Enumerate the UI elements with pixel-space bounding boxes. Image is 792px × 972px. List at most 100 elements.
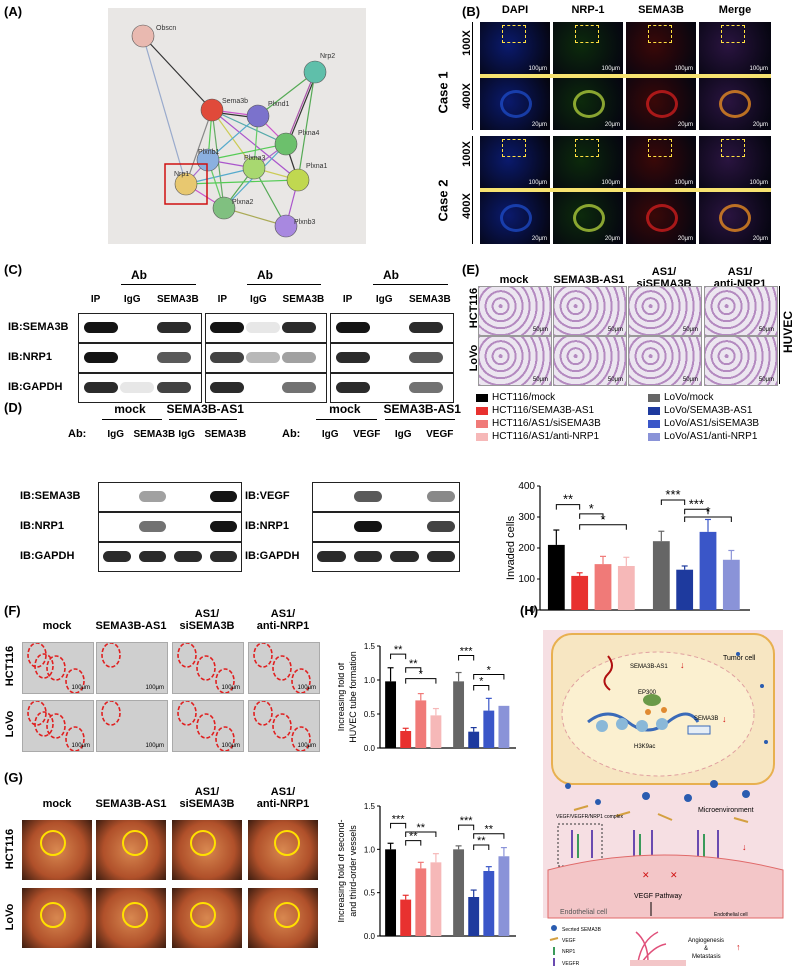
sema3b-gene-label: SEMA3B <box>694 716 718 722</box>
svg-text:✕: ✕ <box>670 870 678 880</box>
blot-strip <box>312 542 460 572</box>
svg-text:&: & <box>704 946 708 952</box>
significance-label: ** <box>477 835 486 847</box>
tube-image: 100μm <box>22 642 94 694</box>
significance-bracket <box>405 840 422 846</box>
significance-bracket <box>473 674 505 680</box>
significance-bracket <box>555 504 581 510</box>
transwell-image: 50μm <box>704 286 778 336</box>
y-axis-label: Increasing fold of second-and third-orde… <box>338 819 358 922</box>
significance-bracket <box>473 844 490 850</box>
lane-label: VEGF <box>353 429 381 440</box>
transwell-image: 50μm <box>704 336 778 386</box>
blot-strip <box>312 512 460 542</box>
row-label: LoVo <box>4 903 16 931</box>
significance-label: ** <box>409 658 418 670</box>
cam-image <box>248 888 318 948</box>
significance-bracket <box>579 524 627 530</box>
significance-bracket <box>390 822 407 829</box>
group-sema3b-as1: SEMA3B-AS1 <box>383 402 461 416</box>
blot-strip <box>330 313 454 343</box>
panel-label-f: (F) <box>4 603 21 618</box>
blot-strip <box>78 313 202 343</box>
blot-strip <box>78 373 202 403</box>
transwell-image: 50μm <box>628 336 702 386</box>
significance-bracket <box>684 508 709 515</box>
ib-row-label: IB:GAPDH <box>20 550 75 562</box>
significance-label: ** <box>563 492 573 507</box>
transwell-image: 50μm <box>478 336 552 386</box>
lane-label: IP <box>342 294 353 305</box>
significance-bracket <box>405 667 422 673</box>
node-plxna1: Plxna1 <box>306 163 328 170</box>
bar <box>468 731 480 748</box>
blot-strip <box>205 343 327 373</box>
bar <box>415 700 427 748</box>
chart-tube-formation: 0.0 0.5 1.0 1.5 Increasing fold of HUVEC tube… <box>338 642 516 753</box>
blot-strip <box>330 343 454 373</box>
lane-label: SEMA3B <box>133 429 176 440</box>
col-header: mock <box>42 798 72 810</box>
legend-swatch <box>648 420 660 428</box>
transwell-image: 50μm <box>553 336 627 386</box>
col-header: AS1/siSEMA3B <box>179 786 235 810</box>
if-image: 100μm <box>626 22 696 74</box>
cam-image <box>22 820 92 880</box>
bar <box>652 541 670 610</box>
if-image: 20μm <box>626 78 696 130</box>
panel-label-b: (B) <box>462 4 481 19</box>
blot-strip <box>78 343 202 373</box>
chart-vessels: 0.0 0.5 1.0 1.5 Increasing fold of second-an… <box>338 802 516 941</box>
transwell-image: 50μm <box>478 286 552 336</box>
significance-bracket <box>405 678 437 684</box>
bar <box>453 681 465 748</box>
lane-label: IgG <box>394 429 412 440</box>
significance-bracket <box>405 831 437 837</box>
significance-bracket <box>473 684 490 691</box>
legend-swatch <box>476 433 488 441</box>
legend-swatch <box>476 394 488 402</box>
significance-bracket <box>684 516 732 522</box>
legend-label: LoVo/AS1/siSEMA3B <box>664 418 760 429</box>
ib-row-label: IB:NRP1 <box>8 351 53 363</box>
cam-image <box>172 820 242 880</box>
significance-label: * <box>479 675 484 687</box>
bar <box>400 899 412 936</box>
panel-label-e: (E) <box>462 262 480 277</box>
significance-bracket <box>390 653 407 660</box>
legend-label: LoVo/AS1/anti-NRP1 <box>664 431 758 442</box>
if-image: 20μm <box>626 192 696 244</box>
group-sema3b-as1: SEMA3B-AS1 <box>166 402 244 416</box>
bar <box>400 731 412 748</box>
svg-text:↓: ↓ <box>742 842 747 852</box>
significance-label: *** <box>460 815 474 827</box>
tube-image: 100μm <box>96 700 168 752</box>
significance-bracket <box>458 655 475 661</box>
transwell-image: 50μm <box>628 286 702 336</box>
legend-label: HCT116/mock <box>492 392 556 403</box>
blot-strip <box>205 313 327 343</box>
legend-label: HCT116/SEMA3B-AS1 <box>492 405 595 416</box>
col-header: mock <box>42 620 72 632</box>
significance-label: * <box>600 512 605 527</box>
bar <box>722 559 740 610</box>
legend-label: HCT116/AS1/siSEMA3B <box>492 418 601 429</box>
significance-label: * <box>589 501 594 516</box>
lane-label: IgG <box>375 294 393 305</box>
ib-row-label: IB:GAPDH <box>245 550 300 562</box>
significance-label: *** <box>689 496 704 511</box>
h3k9ac-label: H3K9ac <box>634 744 655 750</box>
y-tick-label: 1.5 <box>364 642 376 651</box>
svg-text:↓: ↓ <box>680 660 685 670</box>
huvec-label: HUVEC <box>781 311 792 354</box>
ab-header: Ab <box>383 268 399 282</box>
bar <box>468 897 480 936</box>
y-tick-label: 0.5 <box>364 889 376 898</box>
significance-label: ** <box>394 644 403 656</box>
significance-label: * <box>705 504 710 519</box>
significance-label: ** <box>417 822 426 834</box>
y-axis-label: Increasing fold of HUVEC tube formation <box>338 651 358 743</box>
col-header: SEMA3B-AS1 <box>95 798 167 810</box>
legend-swatch <box>648 394 660 402</box>
node-sema3b: Sema3b <box>222 98 248 105</box>
